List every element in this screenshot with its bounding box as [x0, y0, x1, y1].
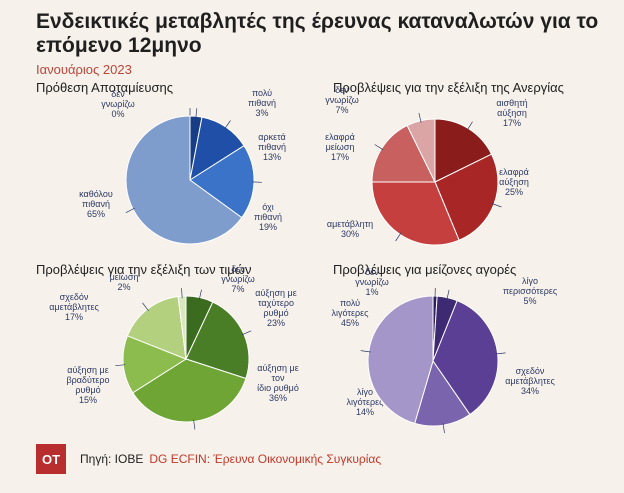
leader-line [442, 423, 445, 434]
slice-value: 45% [341, 318, 359, 328]
slice-label: αύξηση με ταχύτερο ρυθμό 23% [255, 288, 296, 328]
leader-line [115, 364, 126, 367]
slice-label: δεν γνωρίζω 1% [355, 267, 389, 297]
chart-title-purchases: Προβλέψεις για μείζονες αγορές [333, 262, 517, 277]
source-extra: DG ECFIN: Έρευνα Οικονομικής Συγκυρίας [149, 452, 382, 466]
slice-label: μείωση 2% [110, 272, 139, 292]
slice-label: αισθητή αύξηση 17% [496, 98, 527, 128]
slice-label: δεν γνωρίζω 7% [221, 264, 255, 294]
leader-line [193, 419, 196, 430]
slice-label: σχεδόν αμετάβλητες 34% [505, 366, 555, 396]
leader-line [224, 120, 231, 129]
slice-label: ελαφρά αύξηση 25% [499, 167, 529, 197]
page-subtitle: Ιανουάριος 2023 [36, 62, 132, 77]
slice-label: αμετάβλητη 30% [327, 219, 373, 239]
slice-value: 15% [79, 395, 97, 405]
chart-title-unemployment: Προβλέψεις για την εξέλιξη της Ανεργίας [333, 80, 564, 95]
leader-line [495, 352, 506, 355]
slice-value: 25% [505, 187, 523, 197]
slice-value: 30% [341, 229, 359, 239]
leader-line [418, 112, 422, 123]
slice-value: 14% [356, 407, 374, 417]
slice-value: 2% [117, 282, 130, 292]
leader-line [360, 350, 371, 353]
leader-line [374, 144, 384, 151]
leader-line [142, 302, 149, 312]
slice-value: 0% [111, 109, 124, 119]
slice-value: 7% [231, 284, 244, 294]
leader-line [446, 289, 450, 300]
leader-line [125, 207, 135, 214]
leader-line [181, 288, 183, 299]
slice-label: πολύ λιγότερες 45% [332, 298, 370, 328]
slice-value: 5% [523, 296, 536, 306]
leader-line [395, 232, 402, 242]
leader-line [195, 108, 198, 119]
slice-label: αρκετά πιθανή 13% [258, 132, 286, 162]
slice-label: πολύ πιθανή 3% [248, 88, 276, 118]
slice-value: 13% [263, 152, 281, 162]
slice-label: δεν γνωρίζω 7% [325, 85, 359, 115]
chart-title-savings: Πρόθεση Αποταμίευσης [36, 80, 173, 95]
slice-value: 23% [267, 318, 285, 328]
slice-label: λίγο λιγότερες 14% [347, 387, 385, 417]
slice-label: αύξηση με τον ίδιο ρυθμό 36% [257, 363, 299, 403]
slice-value: 17% [331, 152, 349, 162]
leader-line [241, 330, 252, 336]
slice-label: λίγο περισσότερες 5% [503, 276, 558, 306]
slice-value: 34% [521, 386, 539, 396]
slice-value: 3% [255, 108, 268, 118]
source-label: Πηγή: ΙΟΒΕ [80, 452, 144, 466]
footer-source: Πηγή: ΙΟΒΕ DG ECFIN: Έρευνα Οικονομικής Σ… [80, 452, 381, 466]
slice-value: 17% [65, 312, 83, 322]
pie-2: δεν γνωρίζω 7% αύξηση με ταχύτερο ρυθμό 23% αύξ… [49, 264, 299, 430]
slice-label: δεν γνωρίζω 0% [101, 89, 135, 119]
pie-0: δεν γνωρίζω 0% πολύ πιθανή 3% αρκετά πιθανή 13% ό… [79, 88, 286, 245]
slice-label: ελαφρά μείωση 17% [325, 132, 355, 162]
slice-label: σχεδόν αμετάβλητες 17% [49, 292, 99, 322]
chart-title-prices: Προβλέψεις για την εξέλιξη των τιμών [36, 262, 252, 277]
slice-value: 17% [503, 118, 521, 128]
slice-label: καθόλου πιθανή 65% [79, 189, 113, 219]
brand-logo: ΟΤ [36, 444, 66, 474]
slice-label: όχι πιθανή 19% [254, 202, 282, 232]
slice-value: 36% [269, 393, 287, 403]
slice-value: 19% [259, 222, 277, 232]
slice-value: 1% [365, 287, 378, 297]
page-title: Ενδεικτικές μεταβλητές της έρευνας καταν… [36, 10, 599, 57]
pie-3: δεν γνωρίζω 1% λίγο περισσότερες 5% σχεδόν αμετ… [332, 267, 558, 434]
slice-value: 7% [335, 105, 348, 115]
slice-label: αύξηση με βραδύτερο ρυθμό 15% [66, 365, 109, 405]
leader-line [491, 203, 502, 208]
leader-line [466, 121, 473, 131]
leader-line [198, 289, 202, 300]
pie-1: αισθητή αύξηση 17% ελαφρά αύξηση 25% αμετάβλητ… [325, 85, 529, 246]
slice-value: 65% [87, 209, 105, 219]
